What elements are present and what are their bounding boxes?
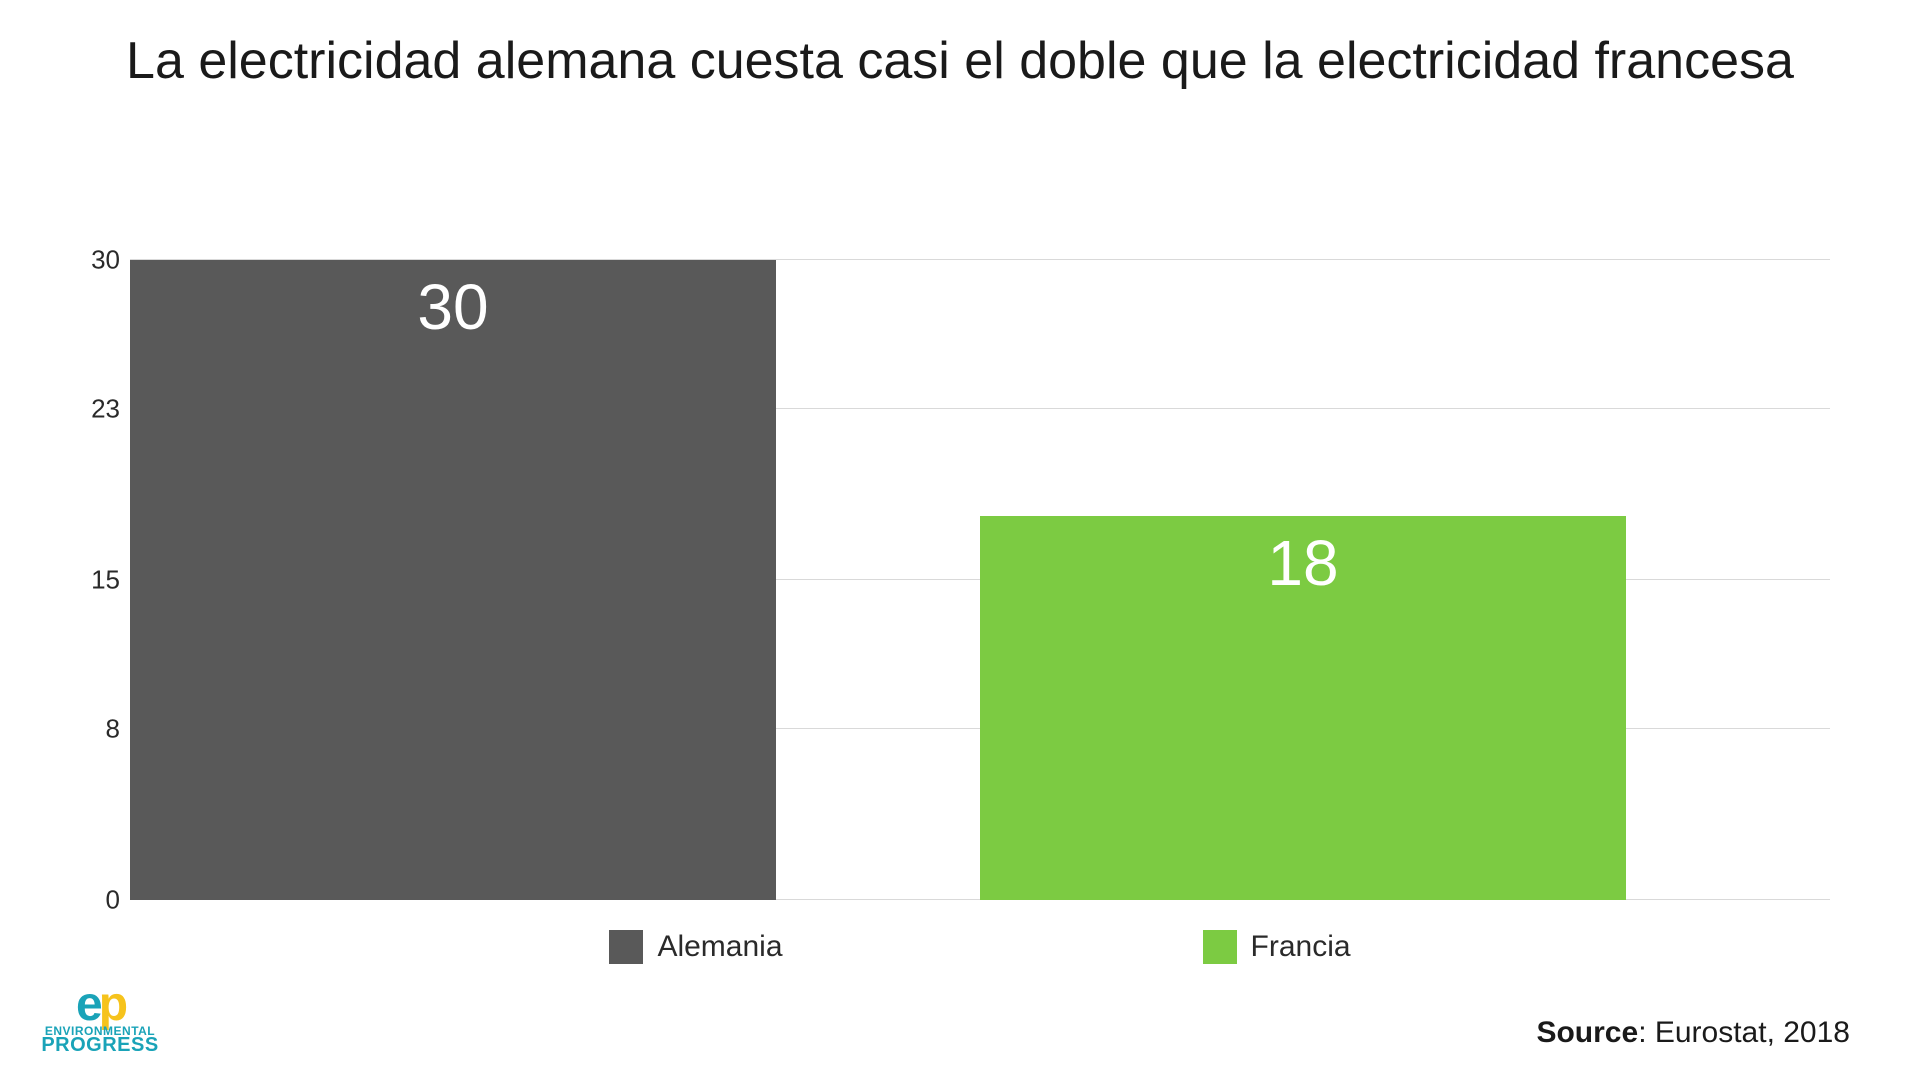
ep-logo-mark: ep bbox=[30, 981, 170, 1029]
plot-area: 081523303018 bbox=[130, 260, 1830, 900]
y-tick-label: 23 bbox=[80, 394, 120, 425]
legend-item-francia: Francia bbox=[1203, 930, 1351, 964]
y-tick-label: 15 bbox=[80, 565, 120, 596]
slide: La electricidad alemana cuesta casi el d… bbox=[0, 0, 1920, 1080]
source-attribution: Source: Eurostat, 2018 bbox=[1536, 1016, 1850, 1050]
legend-label: Alemania bbox=[657, 930, 782, 964]
y-tick-label: 8 bbox=[80, 714, 120, 745]
legend-label: Francia bbox=[1251, 930, 1351, 964]
legend-swatch bbox=[1203, 930, 1237, 964]
chart-title: La electricidad alemana cuesta casi el d… bbox=[0, 30, 1920, 92]
source-label: Source bbox=[1536, 1016, 1638, 1049]
bar-value-label: 30 bbox=[130, 270, 776, 344]
legend-swatch bbox=[609, 930, 643, 964]
y-tick-label: 30 bbox=[80, 245, 120, 276]
y-tick-label: 0 bbox=[80, 885, 120, 916]
legend-item-alemania: Alemania bbox=[609, 930, 782, 964]
bar-alemania: 30 bbox=[130, 260, 776, 900]
bar-value-label: 18 bbox=[980, 526, 1626, 600]
bar-francia: 18 bbox=[980, 516, 1626, 900]
source-text: : Eurostat, 2018 bbox=[1638, 1016, 1850, 1049]
chart-area: Average Price per Household [cnts/kWh] 0… bbox=[130, 260, 1830, 900]
legend: Alemania Francia bbox=[130, 930, 1830, 964]
ep-logo: ep ENVIRONMENTAL PROGRESS bbox=[30, 981, 170, 1055]
ep-logo-line2: PROGRESS bbox=[30, 1035, 170, 1055]
